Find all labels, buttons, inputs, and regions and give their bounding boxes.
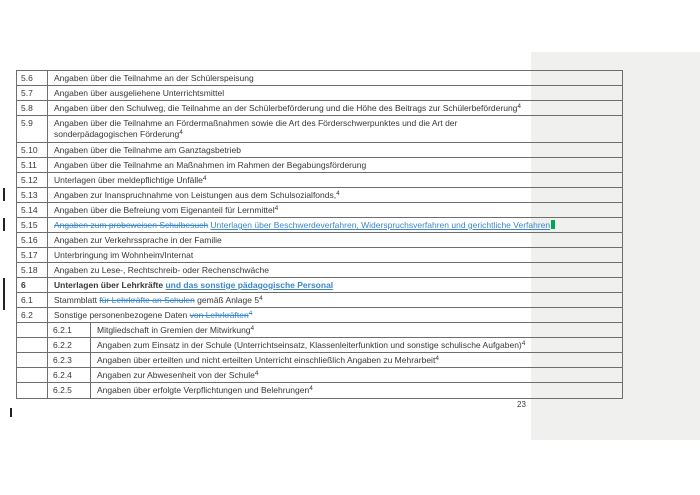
table-row: 6.2.4 Angaben zur Abwesenheit von der Sch… <box>17 368 622 383</box>
table-row: 6.2.1 Mitgliedschaft in Gremien der Mitwi… <box>17 323 622 338</box>
row-number: 6.2.1 <box>48 323 91 337</box>
row-text: Angaben zur Inanspruchnahme von Leistung… <box>54 190 340 200</box>
change-bar <box>10 408 12 417</box>
row-text: Unterlagen über meldepflichtige Unfälle4 <box>54 175 207 185</box>
table-row: 5.16 Angaben zur Verkehrssprache in der F… <box>17 233 622 248</box>
row-number: 6.2.2 <box>48 338 91 352</box>
row-text: Angaben zur Abwesenheit von der Schule4 <box>97 370 259 380</box>
table-row: 5.15 Angaben zum probeweisen Schulbesuch … <box>17 218 622 233</box>
table-row: 5.13 Angaben zur Inanspruchnahme von Leis… <box>17 188 622 203</box>
row-text: Angaben über den Schulweg, die Teilnahme… <box>54 103 522 113</box>
table-row: 6.1 Stammblatt für Lehrkräfte an Schulen … <box>17 293 622 308</box>
row-number: 6.1 <box>17 293 48 307</box>
row-number: 5.9 <box>17 116 48 142</box>
row-text: Angaben zur Verkehrssprache in der Famil… <box>54 235 222 245</box>
row-number: 6 <box>17 278 48 292</box>
table-row: 5.8 Angaben über den Schulweg, die Teilna… <box>17 101 622 116</box>
row-number: 5.18 <box>17 263 48 277</box>
row-text: Unterlagen über Lehrkräfte und das sonst… <box>54 280 334 290</box>
row-number: 5.7 <box>17 86 48 100</box>
row-text: Unterbringung im Wohnheim/Internat <box>54 250 194 260</box>
table-row: 5.11 Angaben über die Teilnahme an Maßnah… <box>17 158 622 173</box>
row-number: 5.15 <box>17 218 48 232</box>
table-row: 5.6 Angaben über die Teilnahme an der Sch… <box>17 71 622 86</box>
row-number: 6.2.3 <box>48 353 91 367</box>
table-row: 5.7 Angaben über ausgeliehene Unterrichts… <box>17 86 622 101</box>
row-text: Angaben über die Teilnahme an der Schüle… <box>54 73 254 83</box>
row-number: 6.2.5 <box>48 383 91 398</box>
row-text: Angaben über die Teilnahme an Fördermaßn… <box>54 118 458 139</box>
row-text: Sonstige personenbezogene Daten von Lehr… <box>54 310 253 320</box>
row-text: Mitgliedschaft in Gremien der Mitwirkung… <box>97 325 255 335</box>
row-spacer-cell <box>17 338 48 352</box>
row-number: 5.17 <box>17 248 48 262</box>
row-number: 5.8 <box>17 101 48 115</box>
table-row: 6 Unterlagen über Lehrkräfte und das sons… <box>17 278 622 293</box>
row-number: 5.10 <box>17 143 48 157</box>
table-row: 5.14 Angaben über die Befreiung vom Eigen… <box>17 203 622 218</box>
row-text: Angaben zum probeweisen Schulbesuch Unte… <box>48 218 622 232</box>
row-text: Angaben über die Teilnahme am Ganztagsbe… <box>54 145 241 155</box>
row-text: Angaben zu Lese-, Rechtschreib- oder Rec… <box>54 265 269 275</box>
row-spacer-cell <box>17 353 48 367</box>
row-text: Angaben über ausgeliehene Unterrichtsmit… <box>54 88 225 98</box>
side-panel <box>531 52 700 440</box>
change-bar <box>3 188 5 201</box>
table-row: 6.2.5 Angaben über erfolgte Verpflichtung… <box>17 383 622 398</box>
row-number: 5.11 <box>17 158 48 172</box>
row-text: Angaben über erfolgte Verpflichtungen un… <box>97 385 313 395</box>
row-number: 5.16 <box>17 233 48 247</box>
table-row: 5.9 Angaben über die Teilnahme an Förderm… <box>17 116 622 143</box>
change-bar <box>3 218 5 231</box>
row-number: 5.13 <box>17 188 48 202</box>
row-text: Angaben über erteilten und nicht erteilt… <box>97 355 439 365</box>
page-number: 23 <box>517 400 526 409</box>
row-spacer-cell <box>17 368 48 382</box>
row-text: Angaben über die Teilnahme an Maßnahmen … <box>54 160 367 170</box>
table-row: 6.2.3 Angaben über erteilten und nicht er… <box>17 353 622 368</box>
row-text: Angaben über die Befreiung vom Eigenante… <box>54 205 279 215</box>
row-spacer-cell <box>17 383 48 398</box>
row-number: 5.6 <box>17 71 48 85</box>
table-row: 5.18 Angaben zu Lese-, Rechtschreib- oder… <box>17 263 622 278</box>
row-spacer-cell <box>17 323 48 337</box>
row-number: 5.14 <box>17 203 48 217</box>
highlight-mark <box>551 220 556 229</box>
table-row: 6.2.2 Angaben zum Einsatz in der Schule (… <box>17 338 622 353</box>
row-number: 6.2 <box>17 308 48 322</box>
change-bar <box>3 278 5 310</box>
row-text: Stammblatt für Lehrkräfte an Schulen gem… <box>54 295 263 305</box>
row-number: 6.2.4 <box>48 368 91 382</box>
table-row: 5.12 Unterlagen über meldepflichtige Unfä… <box>17 173 622 188</box>
changes-table: 5.6 Angaben über die Teilnahme an der Sch… <box>16 70 623 399</box>
table-row: 5.10 Angaben über die Teilnahme am Ganzta… <box>17 143 622 158</box>
table-row: 6.2 Sonstige personenbezogene Daten von L… <box>17 308 622 323</box>
row-number: 5.12 <box>17 173 48 187</box>
table-row: 5.17 Unterbringung im Wohnheim/Internat <box>17 248 622 263</box>
row-text: Angaben zum Einsatz in der Schule (Unter… <box>97 340 526 350</box>
